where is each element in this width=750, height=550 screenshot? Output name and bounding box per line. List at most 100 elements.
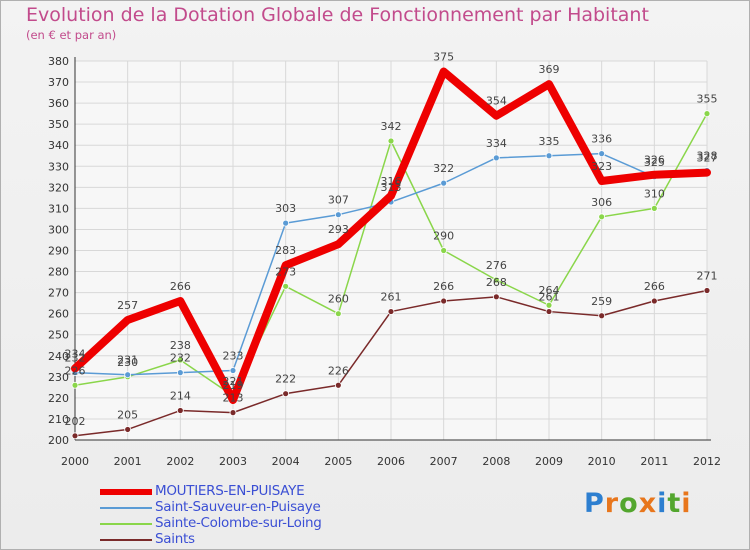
data-label: 257	[117, 299, 138, 312]
legend-swatch-saint-sauveur	[100, 507, 152, 509]
y-tick-label: 340	[48, 139, 69, 152]
data-point	[387, 308, 395, 315]
data-label: 261	[539, 291, 560, 304]
x-tick-label: 2008	[482, 455, 510, 468]
data-point	[124, 371, 132, 379]
chart-subtitle: (en € et par an)	[26, 28, 117, 42]
data-label: 260	[328, 293, 349, 306]
legend-item-moutiers: MOUTIERS-EN-PUISAYE	[100, 483, 420, 500]
data-point	[229, 367, 237, 374]
data-point	[176, 369, 184, 377]
data-label: 325	[644, 156, 665, 169]
data-point	[334, 381, 342, 389]
data-label: 232	[65, 352, 86, 365]
data-point	[71, 381, 79, 389]
data-label: 276	[486, 259, 507, 272]
data-label: 354	[486, 95, 507, 108]
logo-letter: i	[681, 488, 692, 519]
data-point	[282, 261, 290, 269]
data-point	[124, 316, 132, 324]
x-tick-label: 2010	[588, 455, 616, 468]
x-tick-label: 2001	[114, 455, 142, 468]
data-point	[545, 152, 553, 160]
y-tick-label: 270	[48, 287, 69, 300]
data-label: 234	[65, 347, 86, 360]
data-label: 273	[275, 265, 296, 278]
data-label: 266	[433, 280, 454, 293]
y-tick-label: 250	[48, 329, 69, 342]
data-label: 226	[65, 364, 86, 377]
logo-letter: P	[584, 488, 605, 519]
data-label: 334	[486, 137, 507, 150]
data-label: 316	[381, 175, 402, 188]
y-tick-label: 230	[48, 371, 69, 384]
data-label: 230	[117, 356, 138, 369]
proxiti-logo: Proxiti	[584, 488, 692, 519]
data-label: 306	[591, 196, 612, 209]
data-label: 232	[170, 352, 191, 365]
data-labels: 202 205 214 213 222 226 261 266 268 261 259 266 271 2…	[65, 51, 718, 428]
data-label: 336	[591, 133, 612, 146]
grid	[74, 60, 708, 441]
data-label: 202	[65, 415, 86, 428]
data-label: 283	[275, 244, 296, 257]
data-label: 219	[223, 379, 244, 392]
data-point	[387, 192, 395, 200]
data-point	[492, 293, 500, 301]
data-label: 266	[644, 280, 665, 293]
data-point	[650, 297, 658, 305]
data-label: 322	[433, 162, 454, 175]
data-point	[492, 276, 500, 284]
legend-item-saint-sauveur: Saint-Sauveur-en-Puisaye	[100, 499, 420, 516]
y-tick-label: 240	[48, 350, 69, 363]
data-label: 205	[117, 408, 138, 421]
data-label: 213	[223, 392, 244, 405]
legend-label-moutiers: MOUTIERS-EN-PUISAYE	[155, 483, 305, 499]
series-lines	[71, 67, 711, 440]
data-point	[650, 204, 658, 212]
data-point	[334, 211, 342, 219]
data-label: 303	[275, 202, 296, 215]
data-point	[334, 310, 342, 318]
x-tick-label: 2004	[272, 455, 300, 468]
data-point	[492, 154, 500, 162]
y-tick-label: 200	[48, 434, 69, 447]
data-label: 327	[697, 152, 718, 165]
data-label: 238	[170, 339, 191, 352]
data-point	[703, 287, 711, 294]
data-label: 222	[275, 373, 296, 386]
data-label: 369	[539, 63, 560, 76]
axes: 200 210 220 230 240 250 260 270 280 290 300 310 320 3…	[48, 55, 721, 468]
data-label: 290	[433, 230, 454, 243]
y-tick-label: 320	[48, 181, 69, 194]
legend-label-saints: Saints	[155, 531, 195, 547]
data-point	[229, 409, 237, 417]
data-label: 268	[486, 276, 507, 289]
legend-swatch-saints	[100, 539, 152, 541]
legend-item-sainte-colombe: Sainte-Colombe-sur-Loing	[100, 515, 420, 532]
y-tick-label: 380	[48, 55, 69, 68]
legend-swatch-sainte-colombe	[100, 523, 152, 525]
logo-letter: x	[638, 488, 658, 519]
data-label: 271	[697, 270, 718, 283]
data-point	[282, 219, 290, 227]
legend-swatch-moutiers	[100, 489, 152, 495]
data-point	[598, 312, 606, 320]
logo-letter: o	[619, 488, 639, 519]
y-tick-label: 260	[48, 308, 69, 321]
data-label: 266	[170, 280, 191, 293]
y-tick-label: 280	[48, 266, 69, 279]
data-point	[71, 432, 79, 440]
chart-title: Evolution de la Dotation Globale de Fonc…	[26, 4, 649, 26]
data-label: 375	[433, 51, 454, 64]
data-label: 231	[117, 354, 138, 367]
x-tick-label: 2000	[61, 455, 89, 468]
data-point	[176, 297, 184, 305]
data-point	[334, 240, 342, 248]
data-point	[440, 179, 448, 187]
x-tick-label: 2012	[693, 455, 721, 468]
logo-letter: i	[657, 488, 668, 519]
line-chart: 200 210 220 230 240 250 260 270 280 290 300 310 320 3…	[48, 51, 721, 468]
data-point	[598, 150, 606, 158]
y-tick-label: 370	[48, 76, 69, 89]
